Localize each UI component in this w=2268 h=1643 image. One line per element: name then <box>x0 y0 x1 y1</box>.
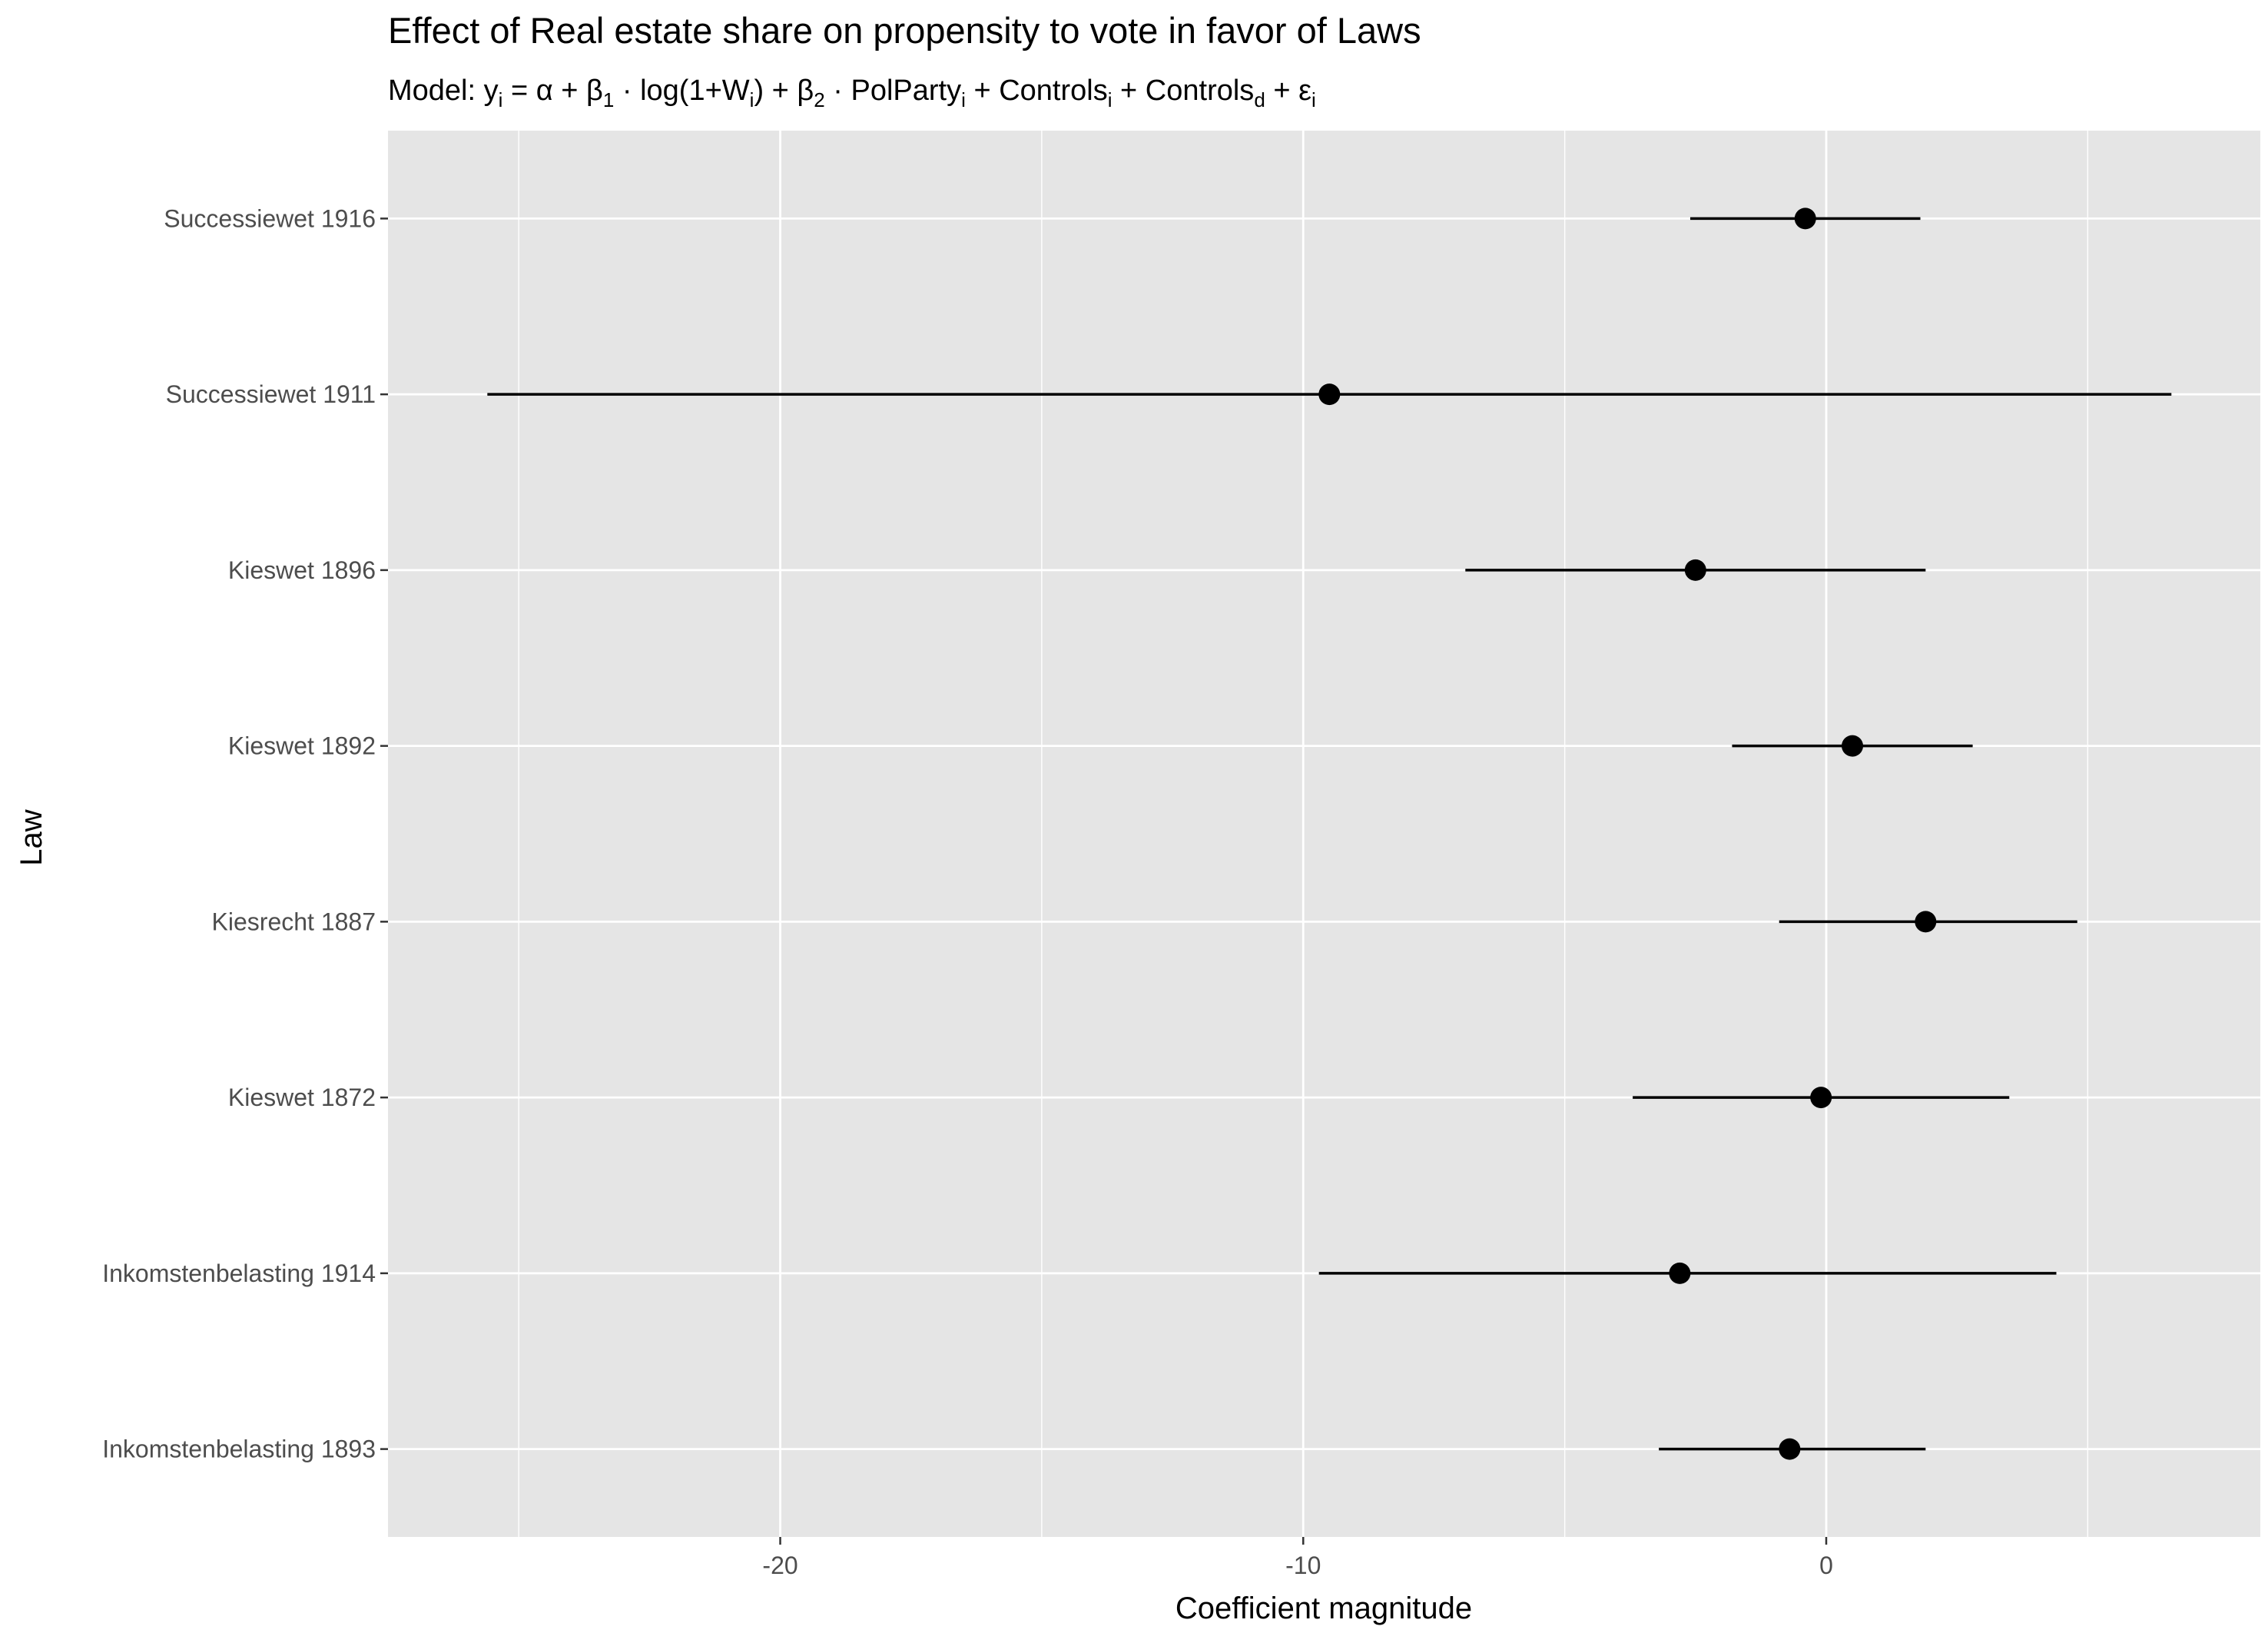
y-tick-label: Kieswet 1896 <box>228 556 376 584</box>
point-estimate <box>1842 735 1864 757</box>
plot-panel <box>388 131 2260 1537</box>
x-tick-label: -20 <box>762 1552 797 1579</box>
y-tick-label: Inkomstenbelasting 1893 <box>102 1436 376 1463</box>
x-tick-label: -10 <box>1285 1552 1321 1579</box>
point-estimate <box>1810 1087 1832 1109</box>
y-tick-label: Kieswet 1892 <box>228 732 376 760</box>
point-estimate <box>1915 911 1937 933</box>
y-tick-label: Successiewet 1911 <box>166 380 376 408</box>
y-tick-label: Kieswet 1872 <box>228 1084 376 1111</box>
chart-title: Effect of Real estate share on propensit… <box>388 10 1421 51</box>
x-tick-label: 0 <box>1819 1552 1833 1579</box>
point-estimate <box>1684 559 1706 581</box>
y-tick-label: Successiewet 1916 <box>164 204 376 232</box>
coefficient-marks <box>487 207 2172 1460</box>
axes: -20 -10 0 Successiewet 1916 Successiewet 191… <box>102 204 1833 1579</box>
point-estimate <box>1669 1262 1691 1284</box>
y-axis-label: Law <box>15 809 48 865</box>
point-estimate <box>1794 207 1816 230</box>
x-axis-label: Coefficient magnitude <box>1175 1592 1472 1625</box>
chart-subtitle: Model: yi = α + β1 · log(1+Wi) + β2 · Po… <box>388 75 1316 111</box>
point-estimate <box>1779 1438 1801 1460</box>
point-estimate <box>1318 383 1341 406</box>
y-tick-label: Inkomstenbelasting 1914 <box>102 1260 376 1287</box>
y-tick-label: Kiesrecht 1887 <box>212 908 376 935</box>
